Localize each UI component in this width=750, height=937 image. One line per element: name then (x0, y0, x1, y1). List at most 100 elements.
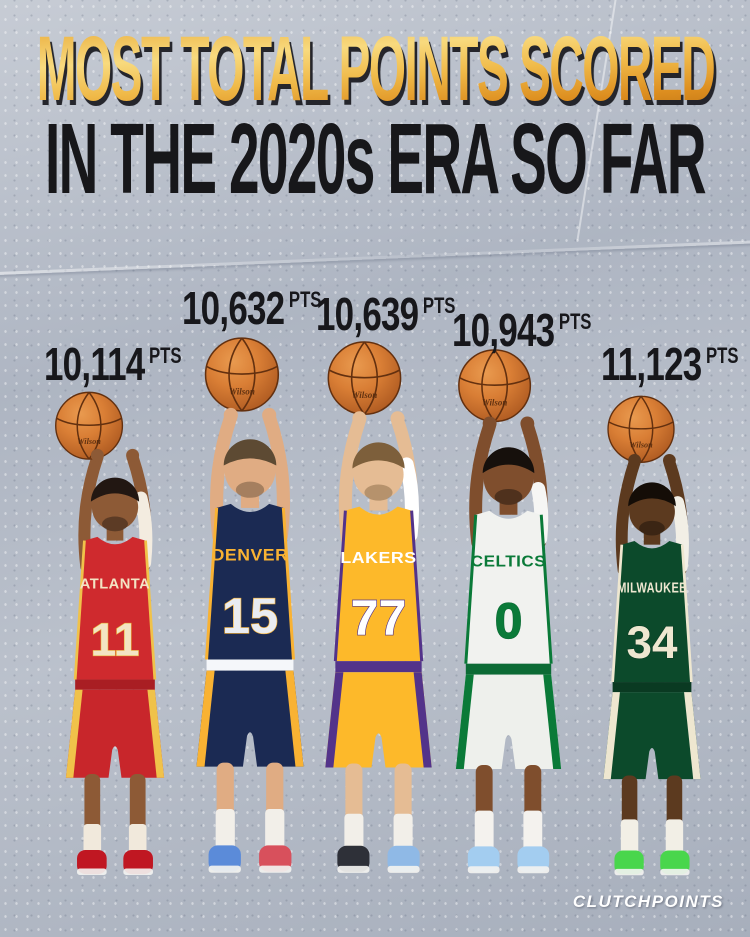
player-hair (90, 477, 140, 502)
player-leg-left (621, 775, 638, 833)
player-beard (494, 488, 523, 505)
sock-left (620, 819, 639, 855)
shoe-sole-right (517, 866, 550, 874)
shoe-sole-right (387, 865, 420, 873)
jersey-number-text: 15 (222, 587, 278, 644)
waistband (465, 663, 552, 675)
sock-right (665, 819, 684, 855)
basketball-icon: Wilson (458, 349, 532, 423)
shoe-right (123, 849, 153, 875)
points-label-atlanta: 10,114 PTS (44, 337, 225, 391)
sock-left (474, 810, 494, 851)
player-figure-celtics-0: Wilson CELTICS 0 (414, 344, 603, 900)
waistband (335, 661, 422, 673)
player-figure-denver-15: Wilson DENVER 15 (154, 334, 346, 900)
shorts-stripe-right (684, 692, 701, 780)
player-leg-left (84, 774, 101, 832)
player-leg-left (345, 763, 363, 826)
player-leg-right (129, 774, 146, 832)
basketball-icon: Wilson (607, 395, 675, 463)
jersey-trim (611, 544, 693, 683)
basketball-icon: Wilson (204, 337, 280, 412)
team-name-text: LAKERS (340, 549, 416, 567)
shoe-sole-right (259, 865, 292, 873)
shorts (325, 672, 432, 768)
player-beard (102, 516, 128, 532)
player-head (91, 484, 139, 531)
page-title: MOST TOTAL POINTS SCORED (36, 18, 715, 120)
shoe-right (517, 846, 550, 873)
shoe-right (387, 845, 420, 872)
player-leg-right (394, 763, 412, 826)
points-unit: PTS (558, 309, 592, 334)
jersey-trim (205, 507, 295, 660)
player-hair (482, 447, 535, 474)
shoe-left (208, 845, 241, 872)
jersey-number-text: 11 (91, 613, 140, 665)
title-line-2: IN THE 2020s ERA SO FAR (0, 103, 750, 215)
shoe-left (337, 845, 370, 872)
header: MOST TOTAL POINTS SCORED IN THE 2020s ER… (0, 0, 750, 215)
sock-left (215, 809, 235, 850)
shoe-sole-left (614, 868, 644, 876)
jersey-trim (464, 514, 553, 664)
shorts-stripe-left (455, 674, 474, 769)
shorts-stripe-right (413, 672, 432, 768)
shoe-sole-left (337, 865, 370, 873)
team-name-text: ATLANTA (80, 577, 150, 593)
shoe-sole-right (123, 868, 153, 875)
ball-brand-text: Wilson (77, 437, 101, 446)
shorts-stripe-left (65, 689, 83, 778)
shorts-stripe-left (603, 692, 620, 780)
player-hand-left (223, 407, 238, 423)
player-beard (639, 520, 665, 536)
player-hair (223, 439, 277, 466)
sock-right (393, 813, 413, 850)
team-name-text: MILWAUKEE (617, 580, 687, 596)
team-name-text: CELTICS (471, 553, 546, 570)
basketball-icon: Wilson (327, 341, 402, 416)
jersey (75, 536, 155, 680)
player-illustration: Wilson DENVER 15 (196, 337, 304, 873)
player-hand-right (262, 407, 277, 423)
jersey-number-text: 34 (627, 617, 678, 668)
points-label-lakers: 10,639 PTS (316, 287, 500, 341)
player-head (629, 488, 675, 535)
sock-left (83, 824, 102, 854)
shorts (65, 689, 165, 778)
player-leg-right (666, 775, 683, 833)
player-hand-right (390, 411, 405, 426)
points-label-milwaukee: 11,123 PTS (601, 337, 750, 391)
waistband (612, 682, 692, 693)
shoe-sole-left (467, 866, 500, 874)
player-illustration: Wilson CELTICS 0 (455, 349, 562, 874)
player-beard (235, 481, 265, 498)
sock-right (265, 809, 285, 850)
points-value: 10,943 (452, 304, 555, 356)
points-unit: PTS (288, 287, 322, 312)
waistband (75, 679, 155, 690)
player-hand-left (628, 454, 642, 467)
ball-brand-text: Wilson (352, 390, 378, 400)
player-hand-left (352, 411, 367, 426)
jersey-number-text: 0 (495, 593, 523, 649)
player-hand-left (90, 448, 104, 462)
player-hand-right (520, 416, 535, 431)
team-name-text: DENVER (212, 546, 289, 564)
points-label-denver: 10,632 PTS (182, 281, 366, 335)
player-head (483, 454, 534, 504)
jersey (206, 503, 294, 660)
page-subtitle: IN THE 2020s ERA SO FAR (45, 103, 707, 215)
shorts-stripe-left (325, 672, 344, 768)
sock-right (128, 824, 147, 854)
jersey (465, 510, 552, 664)
shoe-sole-left (77, 868, 107, 875)
shoe-left (614, 850, 644, 875)
ball-brand-text: Wilson (629, 441, 653, 450)
player-hair (352, 442, 405, 469)
player-figure-milwaukee-34: Wilson MILWAUKEE 34 (565, 386, 739, 900)
player-hand-right (662, 454, 676, 467)
shorts (196, 670, 304, 767)
shoe-left (467, 846, 500, 873)
points-unit: PTS (149, 343, 182, 368)
